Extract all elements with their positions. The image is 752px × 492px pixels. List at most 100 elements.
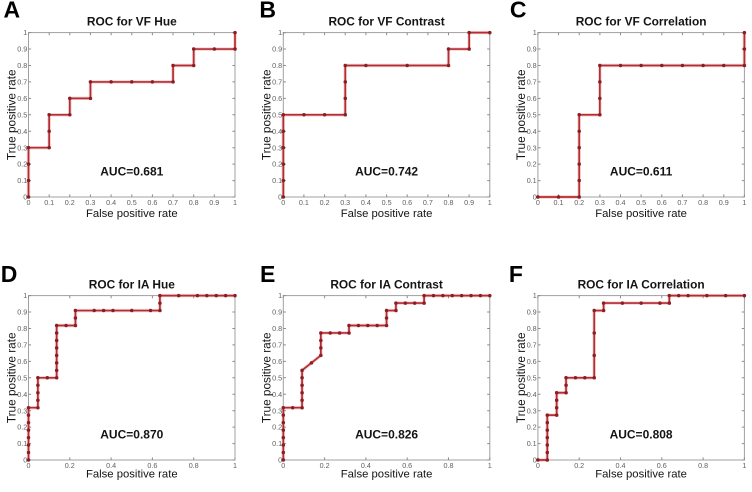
- svg-text:0.5: 0.5: [636, 198, 646, 207]
- svg-text:1: 1: [278, 28, 282, 37]
- svg-text:0.2: 0.2: [320, 461, 330, 470]
- svg-text:ROC for IA Contrast: ROC for IA Contrast: [330, 278, 443, 292]
- svg-text:A: A: [4, 0, 21, 23]
- svg-text:ROC for IA Correlation: ROC for IA Correlation: [578, 278, 705, 292]
- svg-text:AUC=0.611: AUC=0.611: [610, 165, 673, 179]
- svg-text:0.5: 0.5: [527, 110, 537, 119]
- svg-text:0.1: 0.1: [44, 198, 54, 207]
- svg-text:0.8: 0.8: [698, 198, 708, 207]
- svg-text:AUC=0.826: AUC=0.826: [355, 428, 418, 442]
- svg-text:0.2: 0.2: [65, 198, 75, 207]
- svg-text:1: 1: [742, 461, 746, 470]
- svg-text:0.4: 0.4: [272, 390, 282, 399]
- svg-text:0.9: 0.9: [527, 308, 537, 317]
- svg-text:False positive rate: False positive rate: [595, 469, 687, 481]
- svg-text:0.9: 0.9: [17, 45, 27, 54]
- svg-text:0.5: 0.5: [272, 110, 282, 119]
- svg-text:0.1: 0.1: [272, 439, 282, 448]
- svg-text:0.7: 0.7: [272, 341, 282, 350]
- svg-text:0.8: 0.8: [527, 324, 537, 333]
- svg-text:0.5: 0.5: [17, 110, 27, 119]
- svg-text:0.9: 0.9: [464, 198, 474, 207]
- svg-text:0.6: 0.6: [657, 461, 667, 470]
- svg-text:0: 0: [533, 193, 537, 202]
- svg-text:0.4: 0.4: [272, 127, 282, 136]
- svg-text:0.7: 0.7: [423, 198, 433, 207]
- svg-text:0.4: 0.4: [616, 198, 626, 207]
- svg-text:D: D: [1, 261, 18, 287]
- svg-text:0.9: 0.9: [17, 308, 27, 317]
- svg-text:1: 1: [488, 198, 492, 207]
- svg-text:0.9: 0.9: [527, 45, 537, 54]
- svg-text:0.3: 0.3: [340, 198, 350, 207]
- svg-text:0.4: 0.4: [616, 461, 626, 470]
- svg-text:1: 1: [233, 461, 237, 470]
- svg-text:0.9: 0.9: [719, 198, 729, 207]
- svg-text:0.8: 0.8: [17, 61, 27, 70]
- svg-text:AUC=0.870: AUC=0.870: [100, 428, 163, 442]
- svg-text:0.8: 0.8: [698, 461, 708, 470]
- svg-text:False positive rate: False positive rate: [341, 208, 433, 220]
- svg-text:1: 1: [233, 198, 237, 207]
- svg-text:0.1: 0.1: [527, 439, 537, 448]
- svg-text:0.8: 0.8: [444, 198, 454, 207]
- svg-text:E: E: [260, 261, 275, 287]
- svg-text:0.4: 0.4: [361, 198, 371, 207]
- svg-text:0.6: 0.6: [147, 461, 157, 470]
- svg-text:True positive rate: True positive rate: [259, 69, 273, 160]
- svg-text:0.6: 0.6: [527, 357, 537, 366]
- svg-text:0.2: 0.2: [320, 198, 330, 207]
- svg-text:0.9: 0.9: [209, 198, 219, 207]
- svg-text:0.6: 0.6: [272, 94, 282, 103]
- svg-text:0.4: 0.4: [527, 390, 537, 399]
- svg-text:True positive rate: True positive rate: [514, 69, 528, 160]
- svg-text:0.6: 0.6: [17, 357, 27, 366]
- svg-text:0.3: 0.3: [272, 143, 282, 152]
- svg-text:AUC=0.681: AUC=0.681: [100, 165, 163, 179]
- svg-text:0.2: 0.2: [272, 160, 282, 169]
- svg-text:0.2: 0.2: [17, 160, 27, 169]
- svg-text:0.7: 0.7: [527, 78, 537, 87]
- svg-text:1: 1: [533, 291, 537, 300]
- svg-text:0.7: 0.7: [272, 78, 282, 87]
- svg-text:1: 1: [23, 291, 27, 300]
- svg-text:0.6: 0.6: [17, 94, 27, 103]
- svg-text:0.8: 0.8: [272, 61, 282, 70]
- svg-text:0.7: 0.7: [17, 341, 27, 350]
- svg-text:False positive rate: False positive rate: [595, 208, 687, 220]
- svg-text:0: 0: [27, 461, 31, 470]
- svg-text:1: 1: [488, 461, 492, 470]
- svg-text:0.2: 0.2: [527, 423, 537, 432]
- svg-text:True positive rate: True positive rate: [514, 332, 528, 423]
- svg-text:0.6: 0.6: [272, 357, 282, 366]
- svg-text:0.5: 0.5: [382, 198, 392, 207]
- svg-text:ROC for VF Hue: ROC for VF Hue: [87, 15, 177, 29]
- svg-text:0.2: 0.2: [65, 461, 75, 470]
- svg-text:0.5: 0.5: [527, 373, 537, 382]
- svg-text:True positive rate: True positive rate: [5, 69, 19, 160]
- svg-text:0.3: 0.3: [17, 406, 27, 415]
- svg-text:ROC for VF Contrast: ROC for VF Contrast: [328, 15, 444, 29]
- svg-text:C: C: [510, 0, 527, 23]
- svg-text:AUC=0.742: AUC=0.742: [355, 165, 418, 179]
- svg-text:0.3: 0.3: [85, 198, 95, 207]
- svg-text:0.8: 0.8: [189, 461, 199, 470]
- svg-text:0.7: 0.7: [677, 198, 687, 207]
- svg-text:0.7: 0.7: [527, 341, 537, 350]
- svg-text:0.5: 0.5: [127, 198, 137, 207]
- svg-text:0.8: 0.8: [189, 198, 199, 207]
- svg-text:ROC for IA Hue: ROC for IA Hue: [89, 278, 175, 292]
- svg-text:0.6: 0.6: [147, 198, 157, 207]
- svg-text:0: 0: [278, 456, 282, 465]
- svg-text:0.1: 0.1: [17, 439, 27, 448]
- svg-text:0.6: 0.6: [527, 94, 537, 103]
- svg-text:1: 1: [23, 28, 27, 37]
- svg-text:0.5: 0.5: [272, 373, 282, 382]
- svg-text:0.3: 0.3: [272, 406, 282, 415]
- svg-text:0: 0: [533, 456, 537, 465]
- svg-text:0.9: 0.9: [272, 308, 282, 317]
- svg-text:False positive rate: False positive rate: [341, 469, 433, 481]
- svg-text:F: F: [509, 261, 523, 287]
- svg-text:0.5: 0.5: [17, 373, 27, 382]
- svg-text:B: B: [259, 0, 276, 23]
